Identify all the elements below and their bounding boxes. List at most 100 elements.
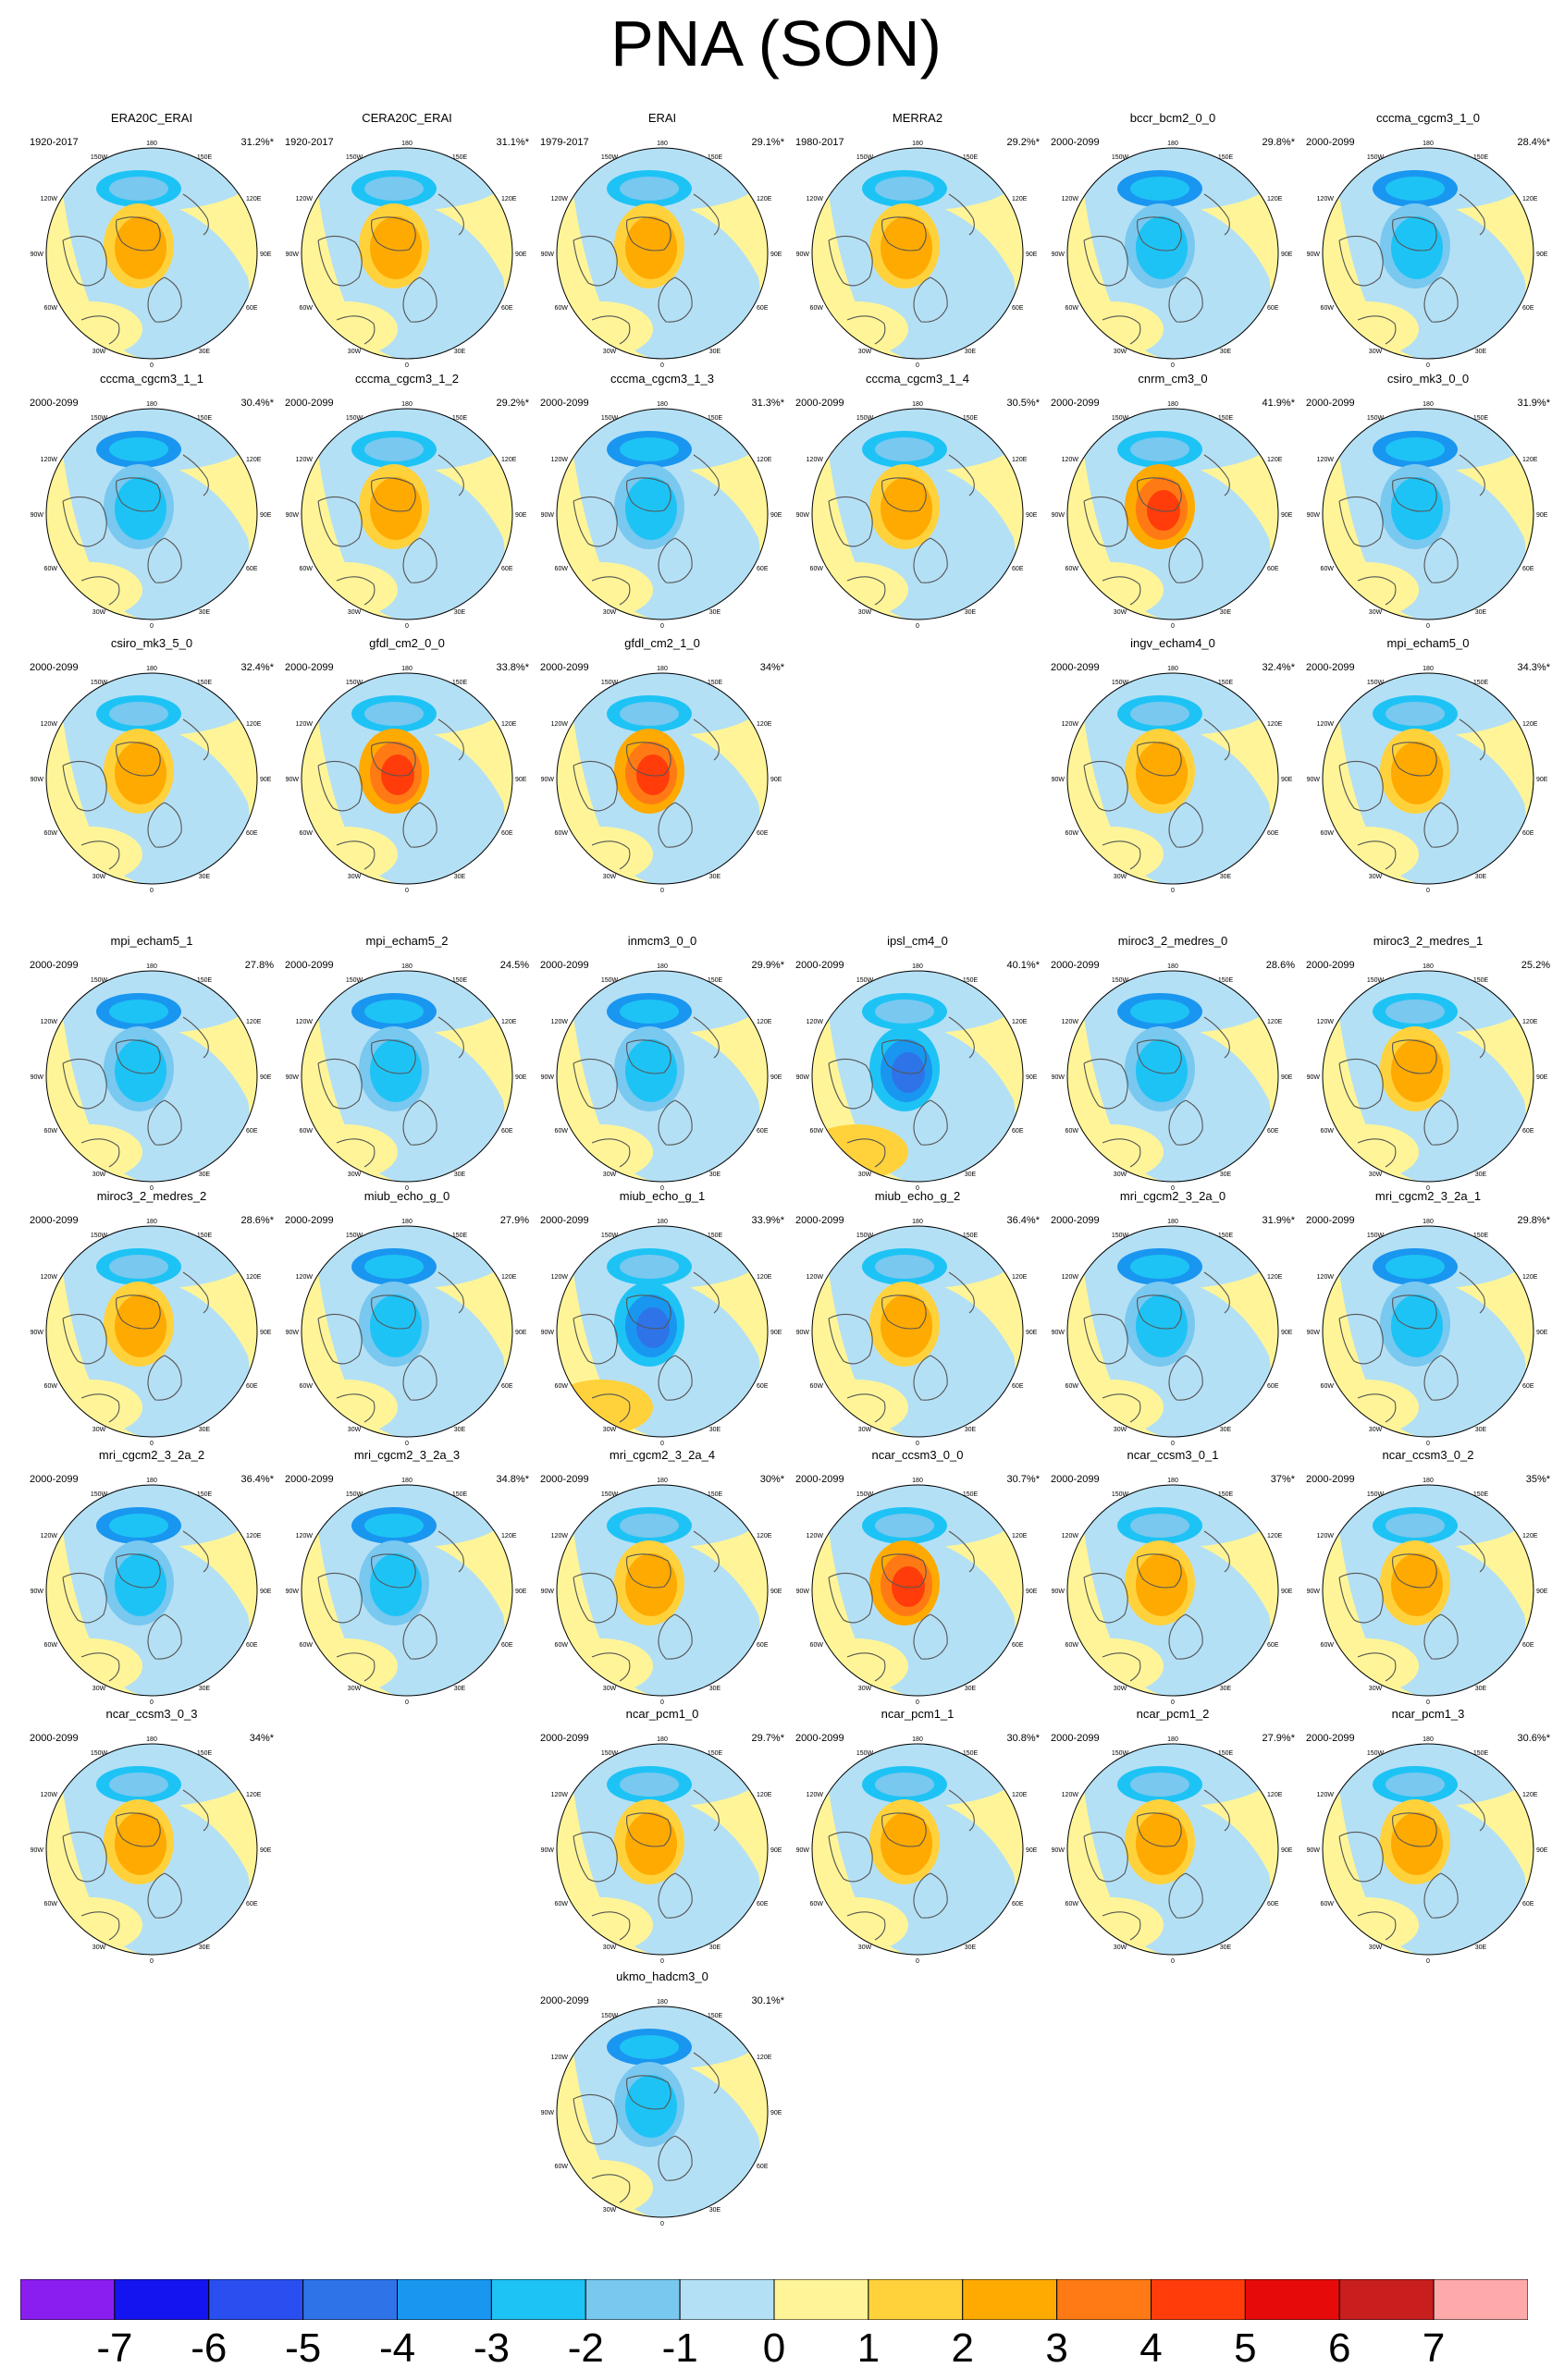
longitude-label: 90W	[541, 1074, 555, 1081]
longitude-label: 90E	[1536, 1847, 1548, 1854]
longitude-label: 120W	[1317, 1019, 1335, 1025]
colorbar-tick-label: -1	[661, 2325, 698, 2371]
longitude-label: 150W	[346, 154, 363, 161]
map-boundary	[1066, 147, 1279, 360]
field-contour	[620, 177, 679, 201]
coastline	[881, 1039, 927, 1074]
coastline	[1392, 1553, 1437, 1589]
map-panel: miroc3_2_medres_1 2000-2099 25.2% 180 0 90W 90…	[1302, 934, 1552, 1191]
longitude-label: 30W	[1114, 1172, 1127, 1178]
longitude-label: 60E	[1522, 1901, 1534, 1908]
longitude-label: 120W	[41, 1533, 58, 1540]
coastline	[182, 1789, 209, 1832]
coastline	[828, 496, 873, 547]
longitude-label: 180	[912, 1736, 923, 1743]
longitude-label: 180	[1167, 666, 1178, 672]
longitude-label: 120W	[296, 1019, 314, 1025]
longitude-label: 120E	[1522, 457, 1538, 463]
coastline	[658, 1613, 693, 1660]
longitude-label: 120W	[807, 1274, 824, 1281]
longitude-label: 60W	[1065, 305, 1079, 312]
field-contour	[1391, 742, 1443, 804]
coastline	[336, 1393, 376, 1423]
longitude-label: 90W	[541, 512, 555, 519]
coastline	[1423, 1872, 1459, 1919]
longitude-label: 180	[401, 1478, 413, 1484]
longitude-label: 90E	[1536, 1330, 1548, 1336]
longitude-label: 0	[150, 1699, 154, 1705]
longitude-label: 90W	[541, 1330, 555, 1336]
longitude-label: 30W	[348, 609, 362, 616]
coastline	[1083, 1313, 1128, 1365]
field-contour	[875, 1255, 934, 1279]
coastline	[437, 1016, 464, 1059]
coastline	[1392, 1294, 1437, 1330]
longitude-label: 150W	[1367, 415, 1385, 422]
longitude-label: 60W	[1321, 830, 1335, 837]
colorbar-swatch	[773, 2279, 869, 2320]
coastline	[1083, 1058, 1128, 1110]
coastline	[626, 1553, 671, 1589]
coastline	[371, 216, 416, 251]
polar-map: 180 0 90W 90E 120W 150W 150E 120E 60W 30W 30E 60E	[31, 666, 272, 893]
longitude-label: 150W	[1112, 977, 1129, 984]
longitude-label: 30W	[1369, 609, 1383, 616]
coastline	[1392, 477, 1437, 512]
coastline	[591, 1393, 631, 1423]
longitude-label: 30E	[1475, 1427, 1487, 1433]
panel-variance-percent: 31.1%*	[496, 137, 529, 148]
map-boundary	[811, 147, 1024, 360]
longitude-label: 120E	[1267, 1792, 1283, 1798]
longitude-label: 180	[146, 666, 157, 672]
coastline	[828, 1572, 873, 1624]
panel-period: 2000-2099	[1051, 398, 1100, 409]
longitude-label: 120W	[1317, 196, 1335, 202]
field-contour	[109, 1000, 168, 1024]
field-contour	[364, 1514, 424, 1538]
field-contour	[1386, 1773, 1445, 1797]
coastline	[1137, 1553, 1182, 1589]
longitude-label: 150E	[1473, 154, 1489, 161]
coastline	[62, 496, 107, 547]
map-panel: ncar_ccsm3_0_2 2000-2099 35%* 180 0 90W 90E 120…	[1302, 1448, 1552, 1705]
map-panel: gfdl_cm2_1_0 2000-2099 34%* 180 0 90W 90E 120W 1…	[536, 636, 788, 893]
longitude-label: 150E	[963, 415, 979, 422]
longitude-label: 90E	[260, 777, 272, 783]
panel-model-name: ncar_pcm1_1	[881, 1707, 955, 1721]
field-contour	[881, 1812, 932, 1875]
longitude-label: 30E	[709, 1172, 721, 1178]
longitude-label: 180	[1423, 1219, 1434, 1225]
longitude-label: 150E	[1218, 415, 1234, 422]
panel-model-name: ukmo_hadcm3_0	[616, 1969, 708, 1983]
field-contour	[881, 477, 932, 540]
longitude-label: 90W	[1052, 1074, 1065, 1081]
longitude-label: 120W	[41, 196, 58, 202]
longitude-label: 90E	[1536, 1074, 1548, 1081]
longitude-label: 30E	[709, 1944, 721, 1951]
longitude-label: 150E	[963, 1233, 979, 1239]
longitude-label: 0	[1171, 1699, 1175, 1705]
longitude-label: 60W	[555, 566, 569, 572]
coastline	[62, 235, 107, 287]
coastline	[62, 1572, 107, 1624]
polar-map: 180 0 90W 90E 120W 150W 150E 120E 60W 30W 30E 60E	[1052, 401, 1293, 629]
coastline	[402, 802, 437, 848]
map-boundary	[45, 408, 258, 620]
panel-period: 2000-2099	[30, 960, 79, 971]
longitude-label: 60W	[1321, 1128, 1335, 1135]
longitude-label: 30W	[1369, 349, 1383, 355]
colorbar-tick-label: -6	[191, 2325, 228, 2371]
panel-period: 1980-2017	[795, 137, 844, 148]
longitude-label: 0	[660, 1699, 664, 1705]
longitude-label: 90E	[770, 1847, 782, 1854]
longitude-label: 60E	[1012, 1128, 1024, 1135]
longitude-label: 120E	[1522, 1019, 1538, 1025]
longitude-label: 30W	[92, 874, 106, 880]
longitude-label: 0	[660, 362, 664, 368]
coastline	[1083, 760, 1128, 812]
polar-map: 180 0 90W 90E 120W 150W 150E 120E 60W 30W 30E 60E	[1307, 401, 1548, 629]
field-contour	[370, 1039, 422, 1102]
field-contour	[1136, 1553, 1188, 1616]
panel-period: 2000-2099	[30, 662, 79, 673]
longitude-label: 60W	[300, 1642, 314, 1649]
